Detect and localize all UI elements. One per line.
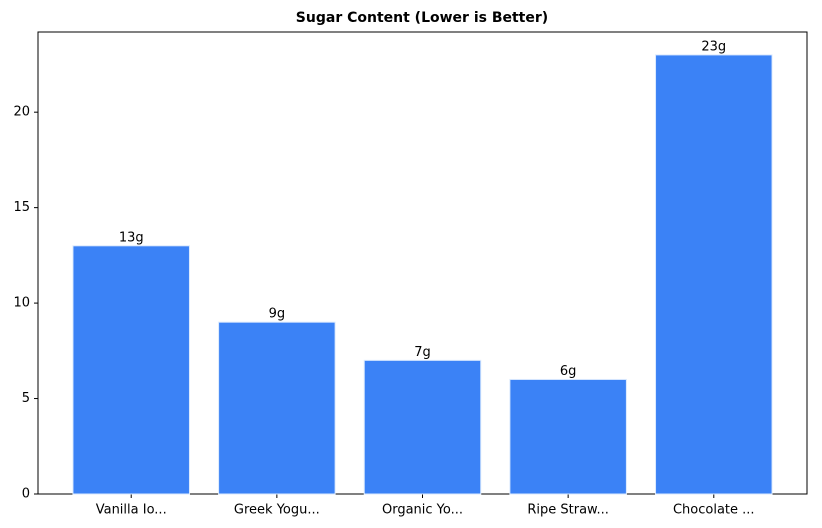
value-label: 7g bbox=[414, 345, 431, 360]
bar bbox=[72, 245, 190, 495]
y-tick-label: 20 bbox=[13, 105, 30, 120]
bar bbox=[363, 359, 482, 495]
bar bbox=[655, 54, 773, 495]
value-label: 9g bbox=[269, 307, 286, 322]
y-tick-label: 0 bbox=[22, 487, 30, 502]
y-tick-label: 5 bbox=[22, 391, 30, 406]
bar bbox=[509, 378, 627, 495]
x-tick-label: Chocolate ... bbox=[673, 503, 755, 518]
x-tick-label: Organic Yo... bbox=[382, 503, 463, 518]
bar bbox=[218, 321, 336, 495]
x-tick-label: Greek Yogu... bbox=[234, 503, 320, 518]
value-label: 13g bbox=[119, 230, 144, 245]
x-tick-label: Vanilla Io... bbox=[96, 503, 167, 518]
x-tick-label: Ripe Straw... bbox=[527, 503, 609, 518]
y-tick-label: 15 bbox=[13, 200, 30, 215]
y-tick-label: 10 bbox=[13, 296, 30, 311]
value-label: 6g bbox=[560, 364, 577, 379]
value-label: 23g bbox=[701, 39, 726, 54]
chart-title: Sugar Content (Lower is Better) bbox=[296, 10, 548, 26]
